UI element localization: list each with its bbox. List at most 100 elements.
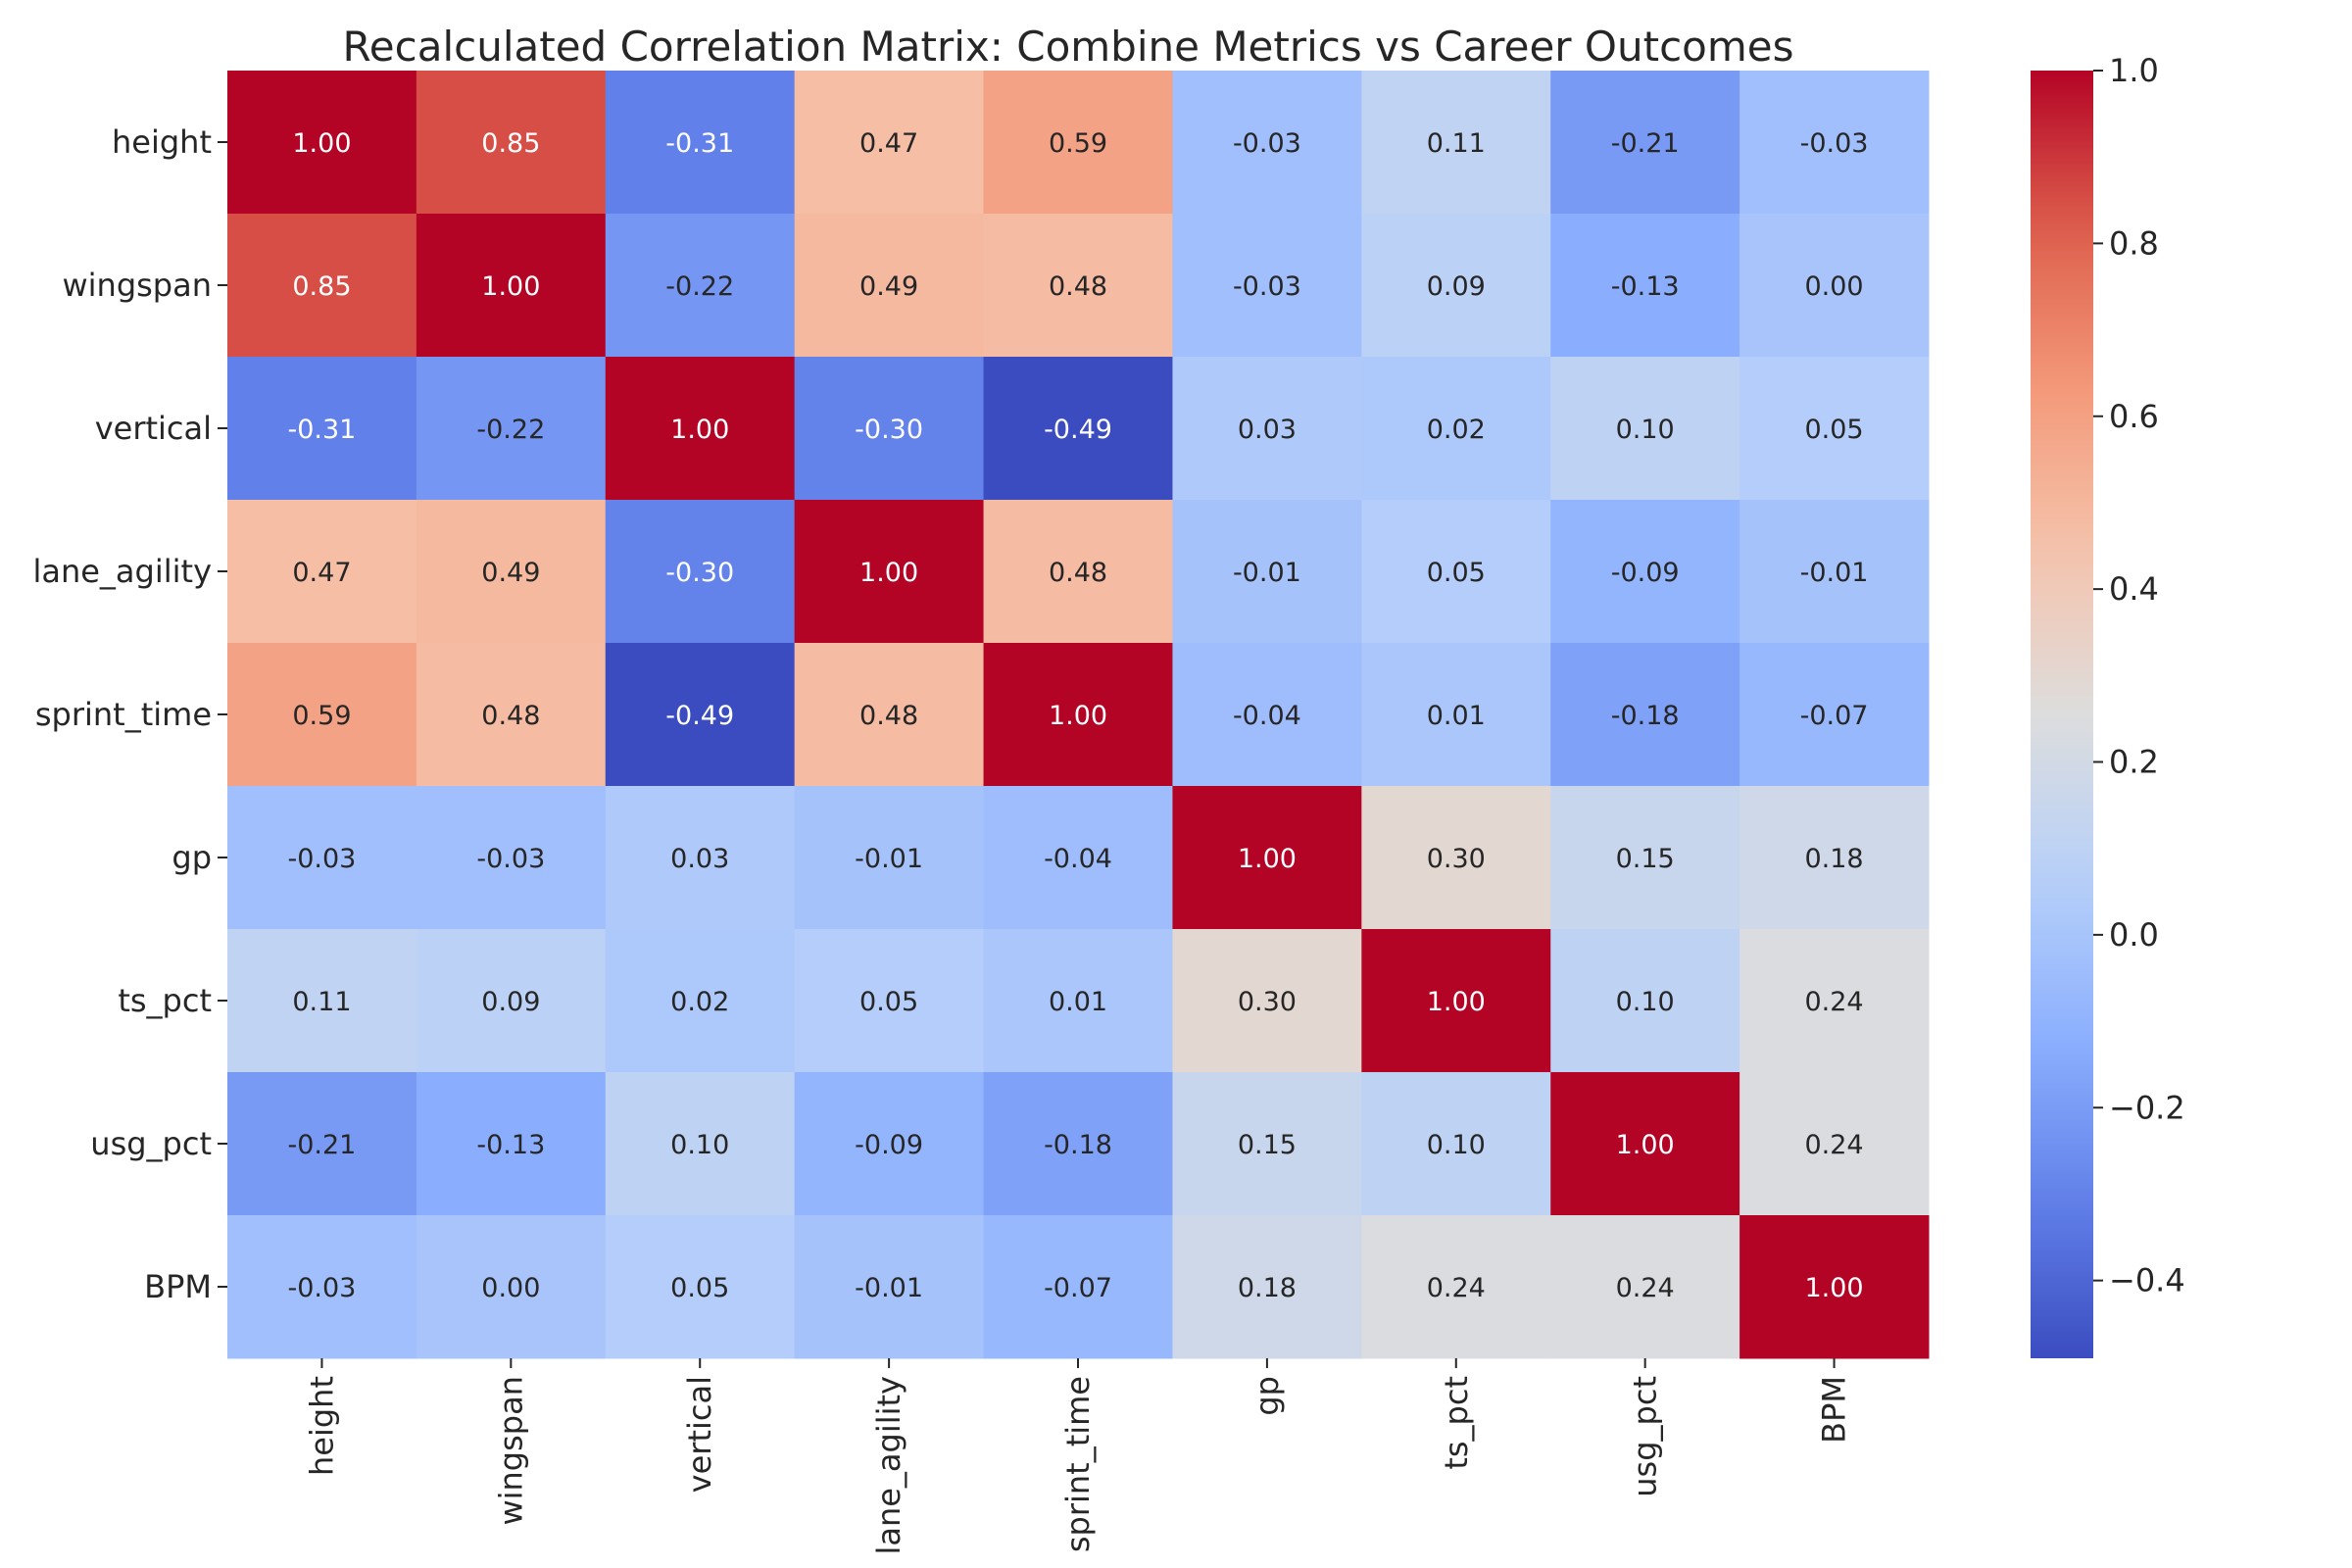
cell-value-label: -0.30 (665, 558, 734, 588)
colorbar-tick-label: 0.4 (2109, 570, 2159, 608)
cell-value-label: 1.00 (481, 271, 540, 302)
cell-value-label: 0.47 (859, 128, 918, 159)
heatmap-cell (794, 357, 985, 501)
cell-value-label: -0.01 (1800, 558, 1869, 588)
heatmap-cell (1172, 500, 1362, 644)
cell-value-label: 0.00 (481, 1273, 540, 1303)
x-tick-label: ts_pct (1438, 1376, 1475, 1470)
heatmap-cell (1361, 214, 1551, 358)
heatmap-cell (227, 71, 417, 215)
cell-value-label: 0.03 (670, 844, 729, 874)
heatmap-cell (1550, 71, 1740, 215)
heatmap-cell (794, 643, 985, 787)
heatmap-cell (983, 1215, 1173, 1359)
heatmap-cell (983, 357, 1173, 501)
cell-value-label: 0.30 (1427, 844, 1486, 874)
cell-value-label: 0.05 (1804, 415, 1863, 445)
heatmap-cell (794, 71, 985, 215)
cell-value-label: -0.01 (1233, 558, 1301, 588)
cell-value-label: 0.10 (1616, 415, 1675, 445)
cell-value-label: 0.24 (1804, 1130, 1863, 1160)
heatmap-cell (227, 357, 417, 501)
cell-value-label: 0.24 (1616, 1273, 1675, 1303)
heatmap-cell (227, 500, 417, 644)
heatmap-cell (1172, 1215, 1362, 1359)
heatmap-cell (605, 786, 796, 930)
cell-value-label: 1.00 (1238, 844, 1297, 874)
y-tick-label: vertical (95, 410, 212, 447)
heatmap-cell (1361, 929, 1551, 1073)
heatmap-cell (794, 214, 985, 358)
heatmap-cell (1550, 1215, 1740, 1359)
cell-value-label: -0.03 (1233, 128, 1301, 159)
cell-value-label: 0.59 (1049, 128, 1107, 159)
cell-value-label: 0.49 (481, 558, 540, 588)
heatmap-cell (605, 929, 796, 1073)
heatmap-cell (1550, 786, 1740, 930)
cell-value-label: 0.01 (1427, 701, 1486, 731)
y-tick-label: height (112, 123, 212, 161)
cell-value-label: 0.01 (1049, 987, 1107, 1017)
colorbar-tick-label: 0.2 (2109, 744, 2159, 781)
heatmap-cell (605, 643, 796, 787)
heatmap-cell (1550, 500, 1740, 644)
cell-value-label: 0.02 (670, 987, 729, 1017)
y-tick-label: lane_agility (32, 553, 212, 590)
heatmap-cell (416, 357, 607, 501)
heatmap-cell (1740, 357, 1930, 501)
y-tick-label: sprint_time (35, 696, 212, 733)
cell-value-label: 0.47 (292, 558, 351, 588)
cell-value-label: -0.03 (288, 1273, 357, 1303)
cell-value-label: -0.01 (855, 1273, 923, 1303)
x-tick-label: lane_agility (870, 1376, 907, 1555)
cell-value-label: 0.85 (481, 128, 540, 159)
heatmap-cell (983, 1072, 1173, 1216)
heatmap-cell (983, 500, 1173, 644)
heatmap-cell (416, 1072, 607, 1216)
cell-value-label: -0.04 (1233, 701, 1301, 731)
cell-value-label: 0.30 (1238, 987, 1297, 1017)
cell-value-label: 0.48 (1049, 558, 1107, 588)
cell-value-label: 0.02 (1427, 415, 1486, 445)
cell-value-label: 0.00 (1804, 271, 1863, 302)
cell-value-label: 0.48 (481, 701, 540, 731)
cell-value-label: 0.24 (1804, 987, 1863, 1017)
heatmap-cell (227, 786, 417, 930)
heatmap-cell (227, 214, 417, 358)
cell-value-label: 0.18 (1238, 1273, 1297, 1303)
heatmap-cell (416, 500, 607, 644)
cell-value-label: 1.00 (292, 128, 351, 159)
cell-value-label: 1.00 (859, 558, 918, 588)
cell-value-label: -0.22 (476, 415, 545, 445)
cell-value-label: 0.11 (292, 987, 351, 1017)
cell-value-label: 0.85 (292, 271, 351, 302)
cell-value-label: -0.31 (288, 415, 357, 445)
y-tick-label: ts_pct (118, 982, 212, 1019)
cell-value-label: -0.13 (476, 1130, 545, 1160)
cell-value-label: 0.18 (1804, 844, 1863, 874)
heatmap-cell (416, 929, 607, 1073)
heatmap-cell (227, 1215, 417, 1359)
heatmap-cell (416, 643, 607, 787)
colorbar-tick-label: 0.0 (2109, 916, 2159, 954)
heatmap-cell (1550, 929, 1740, 1073)
heatmap-cells: 1.00 0.85 -0.31 0.47 0.59 -0.03 0.11 -0.21 -0.03… (227, 71, 1930, 1359)
heatmap-cell (1172, 1072, 1362, 1216)
x-axis-labels: height wingspan vertical lane_agility sprint… (303, 1358, 1853, 1555)
heatmap-cell (605, 71, 796, 215)
heatmap-cell (1172, 643, 1362, 787)
y-tick-label: usg_pct (90, 1125, 212, 1162)
heatmap-cell (1172, 929, 1362, 1073)
cell-value-label: -0.07 (1800, 701, 1869, 731)
heatmap-cell (1740, 929, 1930, 1073)
x-tick-label: sprint_time (1059, 1376, 1097, 1552)
heatmap-cell (1740, 71, 1930, 215)
cell-value-label: -0.30 (855, 415, 923, 445)
heatmap-cell (1172, 357, 1362, 501)
heatmap-cell (794, 500, 985, 644)
heatmap-cell (1740, 1215, 1930, 1359)
x-tick-label: height (303, 1376, 340, 1476)
heatmap-cell (416, 786, 607, 930)
cell-value-label: 0.03 (1238, 415, 1297, 445)
heatmap-cell (605, 500, 796, 644)
